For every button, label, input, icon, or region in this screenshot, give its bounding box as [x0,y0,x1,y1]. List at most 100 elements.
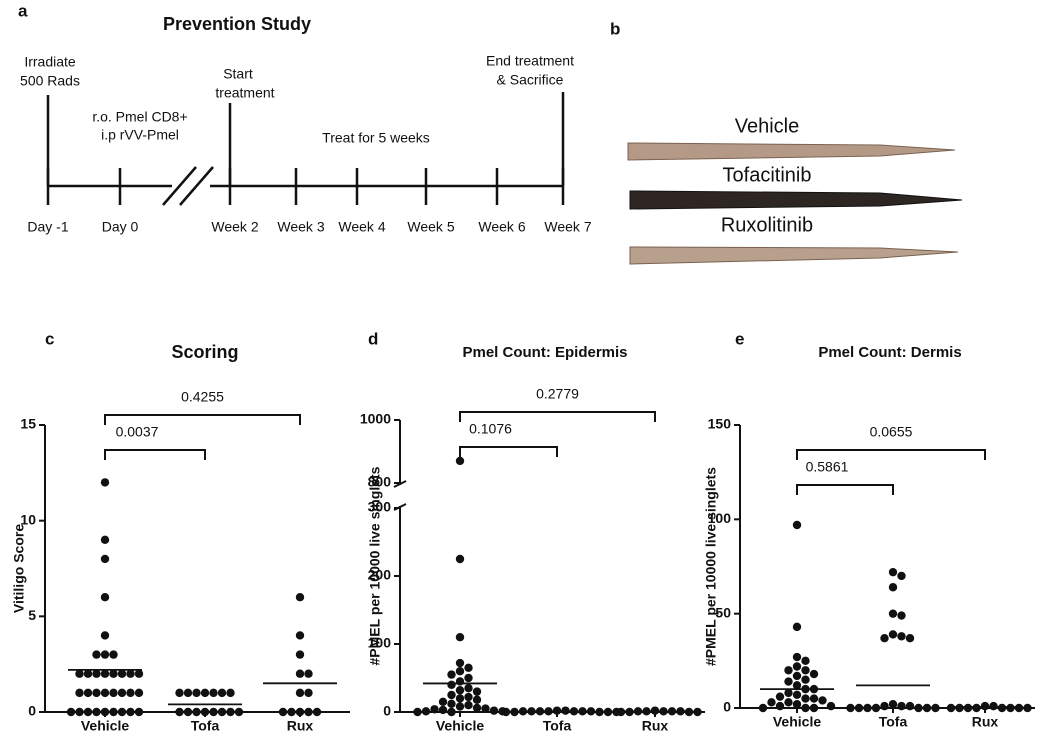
sample-label: Tofacitinib [723,164,812,186]
x-tick-label: Rux [287,718,314,734]
y-axis-title: #PMEL per 10000 live singlets [367,466,383,665]
data-point [134,669,144,678]
data-point [100,554,110,564]
data-point [801,703,810,713]
p-value: 0.0037 [116,424,159,440]
data-point [767,698,776,707]
data-point [931,703,940,713]
p-value: 0.2779 [536,386,579,402]
data-point [126,707,135,717]
data-point [792,690,802,699]
y-tick-label: 0 [723,699,731,715]
data-point [92,688,101,698]
data-point [863,703,872,713]
panel-label: a [18,1,28,20]
data-point [455,702,465,711]
data-point [784,677,793,686]
data-point [226,688,235,698]
data-point [83,669,93,678]
data-point [100,478,110,487]
data-point [784,698,793,707]
x-tick-label: Vehicle [81,718,129,734]
data-point [963,703,973,713]
data-point [464,663,473,672]
data-point [455,456,465,466]
tail-image [629,190,963,210]
data-point [809,669,819,679]
data-point [92,650,101,659]
significance-bracket [796,449,986,460]
data-point [421,707,431,716]
data-point [1006,703,1015,713]
data-point [1014,703,1024,713]
y-tick-label: 200 [368,567,392,583]
data-point [888,567,898,577]
data-point [472,687,482,696]
data-point [880,633,889,643]
timeline-note: treatment [215,85,274,101]
data-point [295,669,305,678]
data-point [117,707,127,717]
data-point [792,681,802,690]
data-point [897,632,906,641]
panel-label: c [45,329,54,348]
x-tick-label: Tofa [879,714,908,730]
data-point [897,571,906,581]
timeline-note: 500 Rads [20,73,80,89]
data-point [447,680,456,689]
timepoint-label: Week 7 [544,219,591,235]
timeline-note: r.o. Pmel CD8+ [92,109,187,125]
data-point [897,611,906,620]
data-point [603,707,613,717]
y-tick-label: 300 [368,499,392,515]
y-tick-label: 50 [715,604,731,620]
data-point [914,703,923,713]
data-point [989,701,998,711]
data-point [826,701,836,711]
data-point [226,707,235,717]
x-tick-label: Vehicle [773,714,821,730]
data-point [117,669,127,678]
data-point [801,694,810,703]
data-point [430,705,439,714]
tail-image [629,246,959,265]
data-point [100,688,110,698]
y-tick-label: 100 [368,635,392,651]
data-point [972,703,981,713]
y-tick-label: 15 [20,416,36,432]
data-point [304,707,313,717]
x-tick-label: Rux [972,714,999,730]
significance-bracket [796,484,894,495]
data-point [801,656,810,666]
data-point [809,694,819,703]
data-point [997,703,1007,713]
data-point [447,699,456,709]
timeline-note: Treat for 5 weeks [322,130,430,146]
data-point [75,669,84,678]
data-point [792,671,802,681]
data-point [818,696,827,705]
data-point [100,631,110,640]
timepoint-label: Day 0 [102,219,139,235]
data-point [455,677,465,686]
data-point [295,707,305,717]
data-point [200,688,210,698]
data-point [447,707,456,717]
data-point [489,706,499,715]
data-point [312,707,322,717]
data-point [295,688,305,698]
panel-label: b [610,19,620,38]
data-point [413,707,422,717]
data-point [200,707,210,717]
data-point [83,688,93,698]
data-point [784,666,793,675]
timeline-note: Irradiate [24,54,76,70]
data-point [801,675,810,684]
data-point [897,701,906,711]
data-point [295,631,305,640]
data-point [472,703,482,713]
data-point [217,707,227,717]
data-point [304,669,313,678]
data-point [455,658,465,668]
p-value: 0.4255 [181,389,224,405]
